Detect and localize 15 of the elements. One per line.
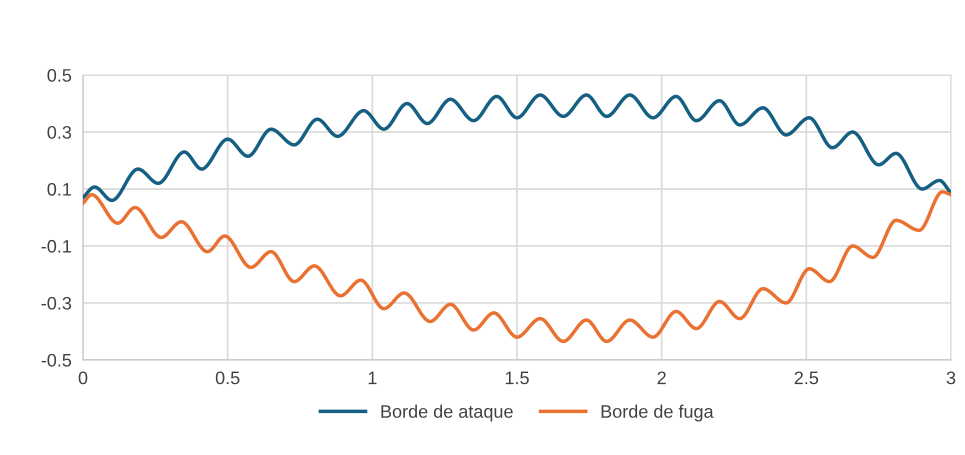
x-tick-label: 2 (658, 371, 666, 384)
y-tick-label: -0.3 (42, 296, 72, 310)
y-tick-label: 0.3 (47, 126, 72, 139)
legend-label: Borde de fuga (602, 404, 714, 422)
x-tick-label: 1.5 (506, 372, 529, 384)
x-tick-label: 2.5 (794, 371, 818, 384)
y-tick-label: -0.5 (42, 354, 72, 367)
legend-label: Borde de ataque (381, 404, 513, 422)
x-tick-label: 3 (946, 371, 956, 384)
x-tick-label: 0.5 (216, 371, 240, 384)
y-tick-label: 0.1 (47, 182, 71, 196)
x-tick-label: 0 (78, 371, 88, 384)
y-tick-label: -0.1 (42, 240, 71, 253)
y-tick-label: 0.5 (47, 69, 72, 82)
x-tick-label: 1 (368, 372, 376, 384)
